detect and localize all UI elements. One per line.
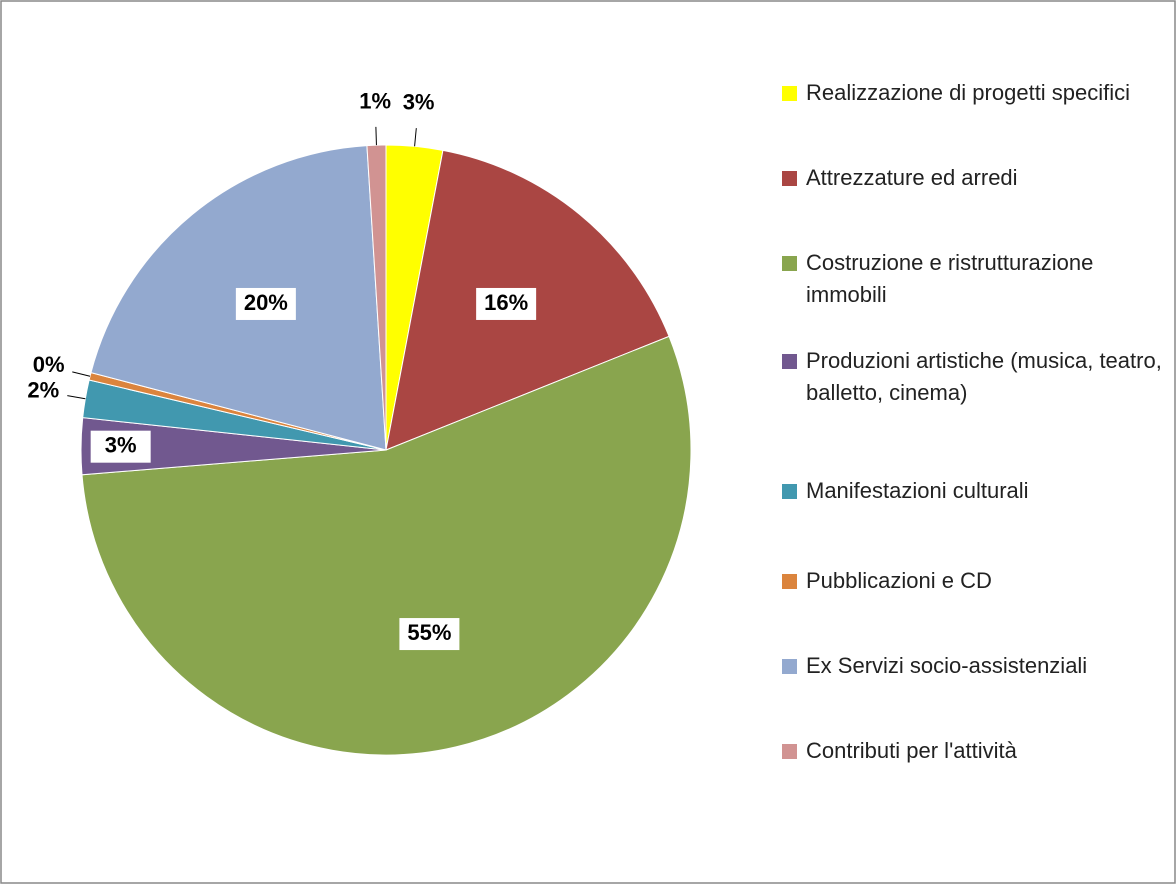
legend-swatch bbox=[782, 659, 797, 674]
legend-item: Contributi per l'attività bbox=[782, 735, 1162, 767]
data-label: 3% bbox=[105, 432, 137, 457]
data-label: 2% bbox=[27, 377, 59, 402]
legend-swatch bbox=[782, 574, 797, 589]
legend-swatch bbox=[782, 86, 797, 101]
legend-item: Costruzione e ristrutturazione immobili bbox=[782, 247, 1162, 311]
legend-label: Realizzazione di progetti specifici bbox=[806, 80, 1131, 105]
legend-item: Produzioni artistiche (musica, teatro, b… bbox=[782, 345, 1162, 409]
leader-line bbox=[414, 128, 417, 147]
legend-swatch bbox=[782, 171, 797, 186]
label-box bbox=[399, 618, 460, 651]
legend-swatch bbox=[782, 256, 797, 271]
leader-line bbox=[375, 126, 377, 146]
legend-swatch bbox=[782, 484, 797, 499]
legend-label: Pubblicazioni e CD bbox=[806, 568, 992, 593]
data-label: 3% bbox=[403, 90, 435, 115]
legend-label: Costruzione e ristrutturazione immobili bbox=[806, 250, 1094, 307]
leader-line bbox=[72, 371, 91, 377]
legend-label: Attrezzature ed arredi bbox=[806, 165, 1018, 190]
legend-item: Realizzazione di progetti specifici bbox=[782, 77, 1162, 109]
legend-label: Produzioni artistiche (musica, teatro, b… bbox=[806, 348, 1162, 405]
data-label: 55% bbox=[407, 620, 451, 645]
legend-item: Ex Servizi socio-assistenziali bbox=[782, 650, 1162, 682]
legend-label: Ex Servizi socio-assistenziali bbox=[806, 653, 1088, 678]
legend-label: Contributi per l'attività bbox=[806, 738, 1017, 763]
pie-slice bbox=[81, 335, 692, 756]
data-label: 0% bbox=[33, 352, 65, 377]
legend-item: Manifestazioni culturali bbox=[782, 475, 1162, 507]
legend-item: Pubblicazioni e CD bbox=[782, 565, 1162, 597]
data-label: 1% bbox=[359, 88, 391, 113]
leader-line bbox=[67, 395, 86, 400]
legend-item: Attrezzature ed arredi bbox=[782, 162, 1162, 194]
legend-label: Manifestazioni culturali bbox=[806, 478, 1029, 503]
label-box bbox=[90, 430, 151, 463]
label-box bbox=[476, 287, 537, 320]
legend-swatch bbox=[782, 744, 797, 759]
label-box bbox=[235, 287, 296, 320]
data-label: 20% bbox=[244, 290, 288, 315]
data-label: 16% bbox=[484, 290, 528, 315]
legend-swatch bbox=[782, 354, 797, 369]
